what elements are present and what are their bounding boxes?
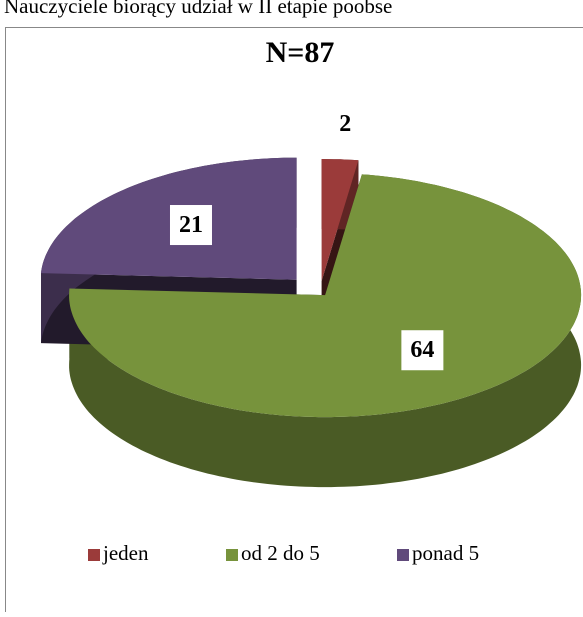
data-label: 2 (339, 111, 351, 137)
legend-label: ponad 5 (412, 541, 479, 565)
data-label: 21 (170, 205, 212, 245)
data-label-text: 21 (179, 212, 203, 238)
legend-swatch (226, 549, 238, 561)
legend-label: jeden (102, 541, 149, 565)
data-label-text: 64 (410, 337, 434, 363)
caption: Nauczyciele biorący udział w II etapie p… (4, 0, 392, 18)
legend-swatch (397, 549, 409, 561)
legend-label: od 2 do 5 (241, 541, 320, 565)
chart-title: N=87 (266, 36, 335, 69)
legend-swatch (88, 549, 100, 561)
data-label-text: 2 (339, 111, 351, 137)
data-label: 64 (401, 330, 443, 370)
